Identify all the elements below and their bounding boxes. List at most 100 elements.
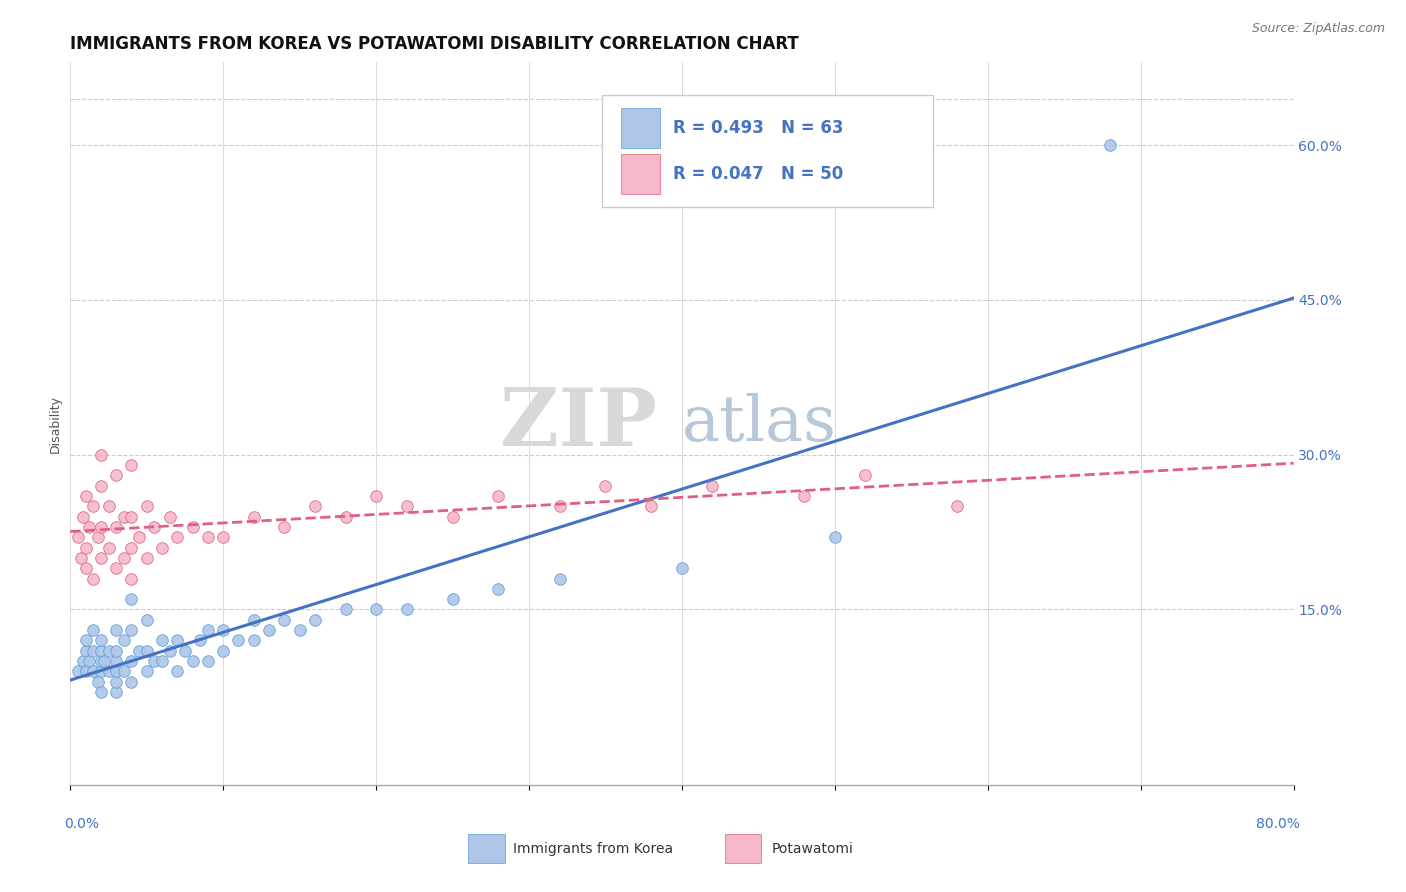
Point (135, 644, 157, 658)
Point (87, 530, 110, 544)
Point (75, 665, 97, 679)
Point (121, 592, 143, 607)
Point (702, 478, 724, 492)
Point (174, 644, 197, 658)
Point (90, 550, 112, 565)
Point (75, 561, 97, 575)
Point (121, 458, 143, 472)
Point (335, 509, 357, 524)
Text: ZIP: ZIP (501, 384, 658, 463)
Point (121, 674, 143, 689)
Point (304, 613, 326, 627)
Point (441, 509, 464, 524)
Point (488, 489, 510, 503)
Point (135, 613, 157, 627)
Point (90, 644, 112, 658)
Point (121, 509, 143, 524)
Point (93, 654, 115, 668)
Point (112, 665, 135, 679)
Point (75, 644, 97, 658)
Point (121, 572, 143, 586)
Point (135, 500, 157, 514)
Point (72, 509, 94, 524)
Point (197, 654, 219, 668)
Point (150, 654, 173, 668)
Point (112, 509, 135, 524)
Point (82, 665, 104, 679)
Point (87, 674, 110, 689)
Text: Source: ZipAtlas.com: Source: ZipAtlas.com (1251, 22, 1385, 36)
Point (1099, 138, 1122, 153)
Point (212, 623, 235, 637)
Point (212, 644, 235, 658)
Text: IMMIGRANTS FROM KOREA VS POTAWATOMI DISABILITY CORRELATION CHART: IMMIGRANTS FROM KOREA VS POTAWATOMI DISA… (70, 35, 799, 53)
Point (166, 665, 188, 679)
Bar (468, 834, 505, 863)
Point (671, 561, 693, 575)
Point (97, 665, 120, 679)
Point (197, 623, 219, 637)
Text: Potawatomi: Potawatomi (772, 841, 853, 855)
Point (105, 674, 128, 689)
Point (395, 500, 418, 514)
Y-axis label: Disability: Disability (49, 394, 62, 453)
Point (105, 665, 128, 679)
Point (128, 644, 150, 658)
Point (97, 500, 120, 514)
Point (121, 623, 143, 637)
Point (105, 623, 128, 637)
Point (121, 654, 143, 668)
Point (150, 633, 173, 648)
Point (90, 685, 112, 699)
Point (77, 654, 100, 668)
Point (82, 623, 104, 637)
Point (75, 541, 97, 555)
Point (128, 530, 150, 544)
Text: atlas: atlas (682, 393, 837, 454)
Point (105, 654, 128, 668)
Bar (621, 108, 659, 148)
Point (166, 633, 188, 648)
Point (212, 530, 235, 544)
Point (441, 592, 464, 607)
Point (304, 500, 326, 514)
Point (197, 530, 219, 544)
Point (75, 633, 97, 648)
Point (143, 520, 166, 534)
Point (273, 520, 295, 534)
Point (82, 644, 104, 658)
Point (105, 644, 128, 658)
Point (90, 478, 112, 492)
Text: 80.0%: 80.0% (1256, 817, 1299, 831)
Point (75, 489, 97, 503)
Point (366, 489, 388, 503)
Point (66, 530, 89, 544)
Point (82, 500, 104, 514)
Point (166, 530, 188, 544)
Point (77, 520, 100, 534)
FancyBboxPatch shape (602, 95, 932, 207)
Point (824, 530, 846, 544)
Point (105, 561, 128, 575)
Point (243, 509, 266, 524)
Point (121, 541, 143, 555)
Point (243, 633, 266, 648)
Point (335, 602, 357, 616)
Point (112, 633, 135, 648)
Point (395, 602, 418, 616)
Point (159, 509, 181, 524)
Point (105, 685, 128, 699)
Point (793, 489, 815, 503)
Point (66, 665, 89, 679)
Point (548, 500, 571, 514)
Text: R = 0.493   N = 63: R = 0.493 N = 63 (673, 120, 844, 137)
Point (181, 520, 204, 534)
Point (105, 468, 128, 483)
Bar (621, 154, 659, 194)
Point (97, 541, 120, 555)
Point (488, 582, 510, 596)
Point (90, 654, 112, 668)
Point (90, 665, 112, 679)
Point (90, 448, 112, 462)
Point (257, 623, 280, 637)
